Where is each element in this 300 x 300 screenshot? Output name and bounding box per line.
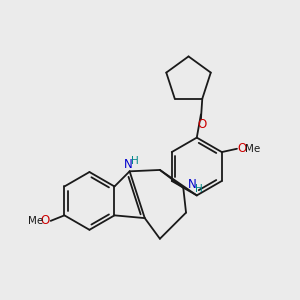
Text: N: N: [124, 158, 133, 171]
Text: O: O: [198, 118, 207, 131]
Text: H: H: [195, 184, 203, 194]
Text: O: O: [237, 142, 246, 155]
Text: N: N: [188, 178, 197, 191]
Text: Me: Me: [28, 216, 43, 226]
Text: O: O: [40, 214, 50, 227]
Text: H: H: [131, 156, 139, 166]
Text: Me: Me: [245, 144, 260, 154]
